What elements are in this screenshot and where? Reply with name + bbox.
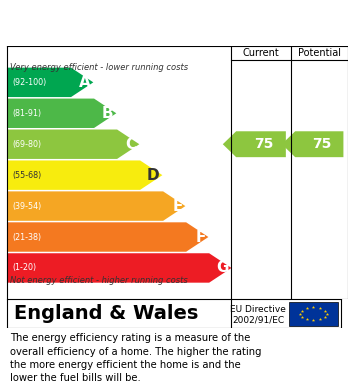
Text: (39-54): (39-54) (12, 202, 41, 211)
Polygon shape (7, 222, 208, 252)
Text: (69-80): (69-80) (12, 140, 41, 149)
Polygon shape (7, 129, 139, 159)
Text: G: G (216, 260, 229, 276)
Polygon shape (7, 160, 163, 190)
Text: (55-68): (55-68) (12, 170, 41, 179)
Text: EU Directive: EU Directive (230, 305, 286, 314)
Polygon shape (7, 191, 185, 221)
Text: (1-20): (1-20) (12, 264, 36, 273)
Text: D: D (147, 168, 160, 183)
Text: Potential: Potential (298, 48, 341, 58)
Text: Current: Current (243, 48, 279, 58)
Text: C: C (125, 137, 136, 152)
Text: 75: 75 (312, 137, 331, 151)
Text: 75: 75 (254, 137, 273, 151)
Polygon shape (7, 68, 93, 97)
Text: Very energy efficient - lower running costs: Very energy efficient - lower running co… (10, 63, 189, 72)
Text: Energy Efficiency Rating: Energy Efficiency Rating (10, 14, 239, 32)
Text: 2002/91/EC: 2002/91/EC (232, 316, 284, 325)
Text: E: E (172, 199, 183, 213)
Text: (81-91): (81-91) (12, 109, 41, 118)
Text: Not energy efficient - higher running costs: Not energy efficient - higher running co… (10, 276, 188, 285)
Bar (289, 302, 338, 325)
Polygon shape (223, 131, 286, 157)
Text: F: F (195, 230, 206, 244)
Polygon shape (7, 99, 116, 128)
Text: (21-38): (21-38) (12, 233, 41, 242)
Text: B: B (102, 106, 113, 121)
Text: England & Wales: England & Wales (14, 304, 198, 323)
Text: A: A (79, 75, 90, 90)
Text: (92-100): (92-100) (12, 78, 46, 87)
Polygon shape (7, 253, 231, 283)
Polygon shape (282, 131, 343, 157)
Text: The energy efficiency rating is a measure of the
overall efficiency of a home. T: The energy efficiency rating is a measur… (10, 334, 262, 383)
